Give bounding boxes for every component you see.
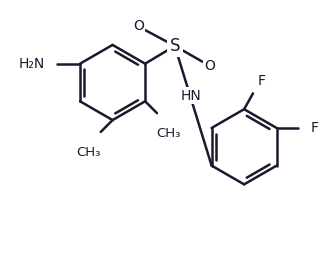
Text: F: F [258,73,266,88]
Text: O: O [204,59,215,73]
Text: O: O [133,19,144,33]
Text: S: S [170,37,180,55]
Text: F: F [310,121,318,135]
Text: CH₃: CH₃ [77,146,101,159]
Text: H₂N: H₂N [18,57,45,71]
Text: CH₃: CH₃ [157,127,181,140]
Text: HN: HN [181,89,202,103]
